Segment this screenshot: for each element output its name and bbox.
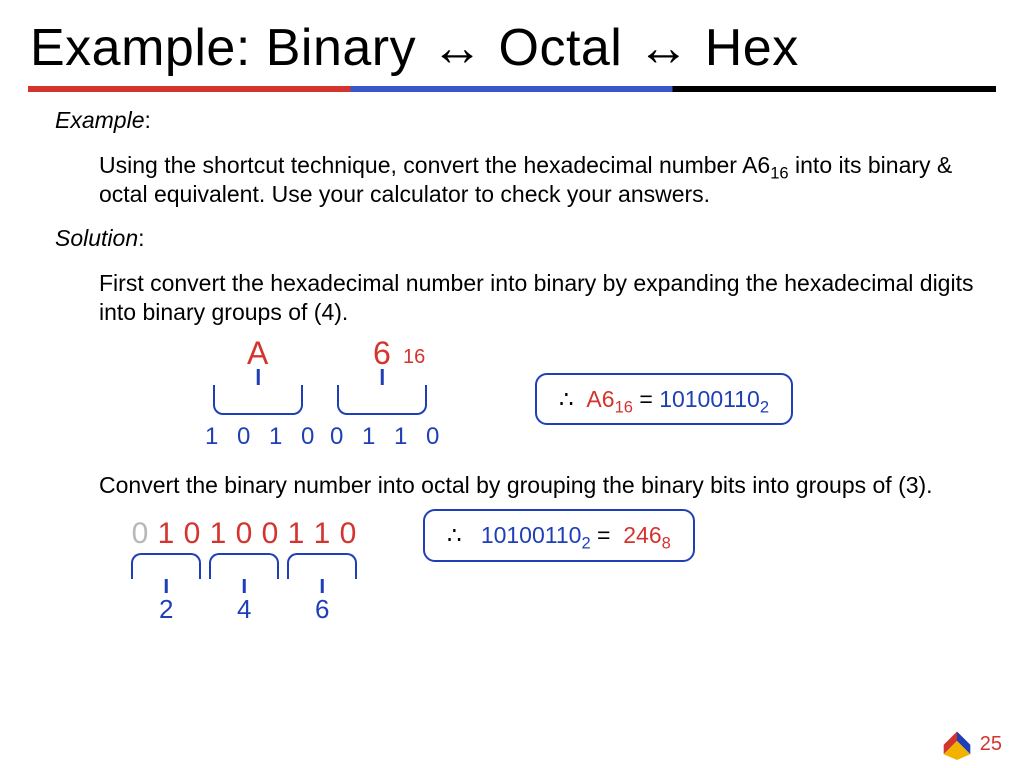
result2-rhs: 246 — [623, 522, 661, 548]
bit-3: 1 — [205, 515, 231, 553]
solution-step1: First convert the hexadecimal number int… — [55, 269, 989, 327]
solution-heading: Solution: — [55, 224, 989, 253]
example-text: Using the shortcut technique, convert th… — [55, 151, 989, 209]
hex-to-binary-diagram: A 6 16 1 0 1 0 0 1 1 0 ∴ A616 = 10100110… — [155, 337, 989, 467]
bit-0: 0 — [127, 515, 153, 553]
therefore-1: ∴ — [559, 386, 574, 412]
example-label: Example — [55, 107, 144, 133]
therefore-2: ∴ — [447, 522, 462, 548]
result-box-2: ∴ 101001102 = 2468 — [423, 509, 695, 562]
result2-lhs: 10100110 — [481, 522, 582, 548]
brace-2 — [337, 385, 427, 415]
brace-oct-3 — [287, 553, 357, 579]
result2-lhs-sub: 2 — [581, 534, 590, 553]
brace-oct-1 — [131, 553, 201, 579]
example-sub: 16 — [770, 163, 788, 182]
bit-4: 0 — [231, 515, 257, 553]
oct-6: 6 — [315, 593, 329, 626]
solution-step2: Convert the binary number into octal by … — [55, 471, 989, 500]
result1-eq: = — [633, 386, 659, 412]
colon: : — [144, 107, 150, 133]
result1-rhs: 10100110 — [659, 386, 760, 412]
hex-base: 16 — [403, 345, 425, 370]
solution-label: Solution — [55, 225, 138, 251]
hex-digit-a: A — [247, 333, 268, 373]
brace-1 — [213, 385, 303, 415]
bit-8: 0 — [335, 515, 361, 553]
result2-eq: = — [597, 522, 617, 548]
bit-2: 0 — [179, 515, 205, 553]
bit-1: 1 — [153, 515, 179, 553]
bit-7: 1 — [309, 515, 335, 553]
oct-4: 4 — [237, 593, 251, 626]
page-number: 25 — [980, 733, 1002, 756]
binary-row: 0 1 0 1 0 0 1 1 0 — [127, 515, 361, 553]
corner-logo-icon — [938, 722, 976, 760]
content-area: Example: Using the shortcut technique, c… — [0, 106, 1024, 630]
title-underline — [28, 86, 996, 92]
result1-lhs: A6 — [586, 386, 614, 412]
result1-rhs-sub: 2 — [760, 397, 769, 416]
example-heading: Example: — [55, 106, 989, 135]
slide-title: Example: Binary ↔ Octal ↔ Hex — [0, 0, 1024, 86]
bit-6: 1 — [283, 515, 309, 553]
result1-lhs-sub: 16 — [615, 397, 633, 416]
binary-to-octal-diagram: 0 1 0 1 0 0 1 1 0 2 4 6 ∴ 101001102 = 24… — [127, 515, 989, 630]
binary-group-1: 1 0 1 0 — [205, 422, 320, 452]
brace-oct-2 — [209, 553, 279, 579]
bit-5: 0 — [257, 515, 283, 553]
example-text-a: Using the shortcut technique, convert th… — [99, 152, 770, 178]
binary-group-2: 0 1 1 0 — [330, 422, 445, 452]
hex-digit-6: 6 — [373, 333, 391, 373]
colon: : — [138, 225, 144, 251]
result-box-1: ∴ A616 = 101001102 — [535, 373, 793, 426]
oct-2: 2 — [159, 593, 173, 626]
result2-rhs-sub: 8 — [662, 534, 671, 553]
